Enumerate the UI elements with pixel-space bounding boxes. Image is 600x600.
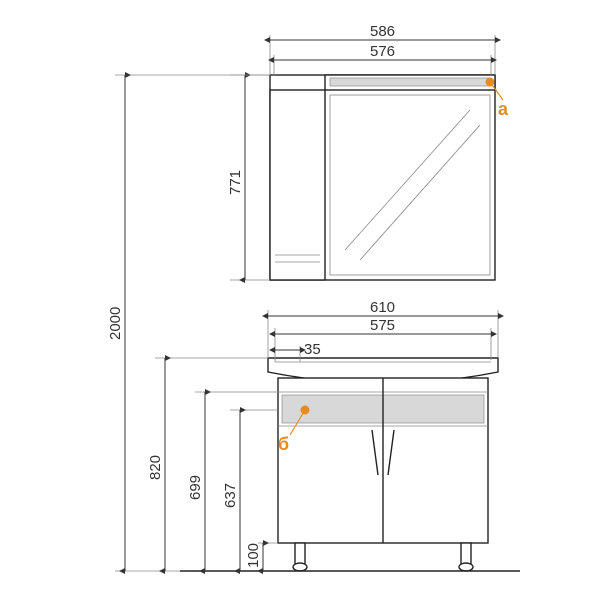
mirror-unit [270, 75, 495, 280]
label-575: 575 [370, 317, 395, 334]
dim-mirror-height: 771 [227, 75, 270, 280]
label-610: 610 [370, 299, 395, 316]
dim-699: 699 [187, 392, 278, 571]
label-2000: 2000 [107, 307, 124, 340]
marker-a-label: а [498, 99, 509, 119]
vanity-unit [180, 358, 520, 571]
label-771: 771 [227, 170, 244, 195]
dim-mirror-inner-width: 576 [274, 43, 491, 75]
label-586: 586 [370, 23, 395, 40]
label-576: 576 [370, 43, 395, 60]
dim-100: 100 [245, 543, 278, 571]
technical-drawing: 586 576 771 а [0, 0, 600, 600]
dim-820: 820 [147, 358, 268, 571]
label-637: 637 [222, 483, 239, 508]
marker-b-label: б [278, 434, 289, 454]
label-35: 35 [304, 341, 321, 358]
vanity-legs [293, 543, 473, 571]
label-820: 820 [147, 455, 164, 480]
label-699: 699 [187, 475, 204, 500]
label-100: 100 [245, 543, 262, 568]
